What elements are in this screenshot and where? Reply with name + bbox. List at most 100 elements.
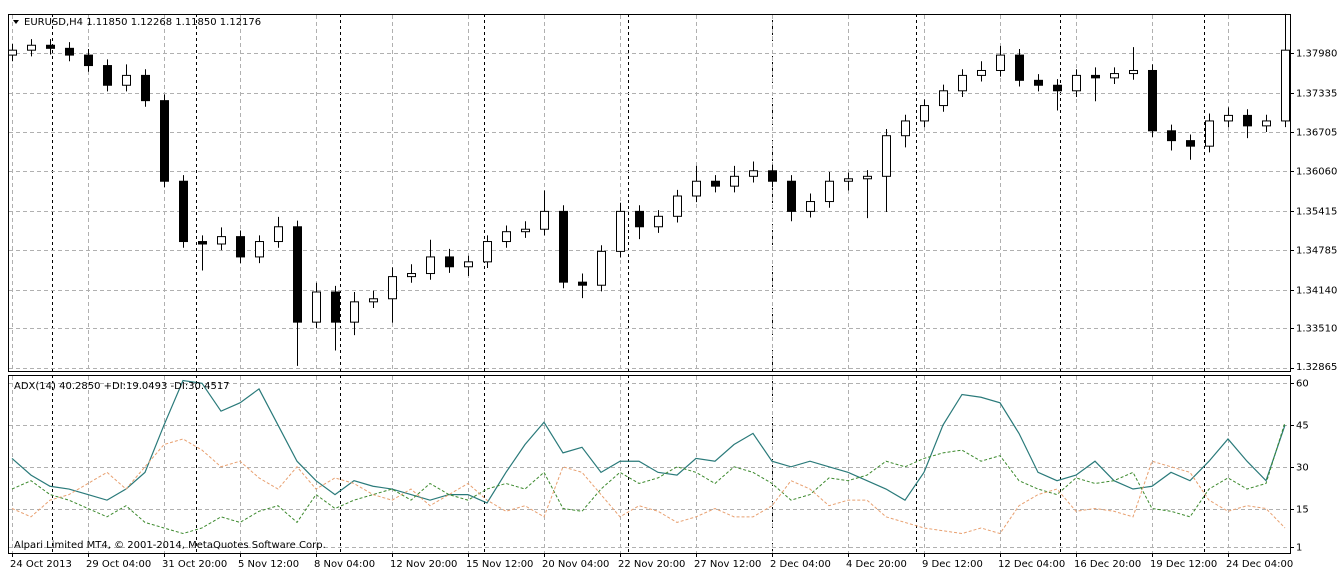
- candle-body: [1110, 73, 1119, 79]
- candle-body: [1243, 114, 1252, 127]
- candle-body: [331, 291, 340, 323]
- candle-body: [844, 178, 853, 182]
- candle-body: [103, 65, 112, 86]
- candle-body: [1281, 49, 1290, 122]
- candle-body: [1034, 79, 1043, 86]
- candle-body: [255, 241, 264, 258]
- candle-body: [521, 228, 530, 233]
- x-tick-label: 12 Nov 20:00: [390, 559, 457, 570]
- candle-body: [673, 195, 682, 217]
- indicator-line: [11, 379, 1286, 504]
- x-tick-label: 4 Dec 20:00: [846, 559, 907, 570]
- x-tick-label: 31 Oct 20:00: [162, 559, 227, 570]
- y-tick-label: 1.34140: [1296, 286, 1337, 297]
- x-tick-label: 22 Nov 20:00: [618, 559, 685, 570]
- candle-body: [141, 74, 150, 102]
- candle-body: [996, 54, 1005, 71]
- x-tick-label: 16 Dec 20:00: [1074, 559, 1141, 570]
- grid-layer: [9, 14, 1290, 553]
- candle-body: [312, 291, 321, 323]
- candle-body: [787, 180, 796, 212]
- y-tick-label: 1.34785: [1296, 246, 1337, 257]
- y-tick-label: 1: [1296, 543, 1302, 554]
- candle-body: [825, 180, 834, 203]
- candle-body: [1148, 69, 1157, 132]
- candle-body: [217, 236, 226, 245]
- candle-body: [369, 298, 378, 303]
- candle-body: [901, 120, 910, 137]
- x-tick-label: 29 Oct 04:00: [86, 559, 151, 570]
- candle-body: [1167, 130, 1176, 142]
- y-tick-label: 60: [1296, 379, 1309, 390]
- candle-body: [274, 226, 283, 243]
- candle-body: [1091, 74, 1100, 79]
- y-tick-label: 45: [1296, 421, 1309, 432]
- x-tick-label: 12 Dec 04:00: [998, 559, 1065, 570]
- indicator-title: ADX(14) 40.2850 +DI:19.0493 -DI:30.4517: [14, 381, 230, 392]
- indicator-line: [11, 438, 1286, 535]
- candle-body: [293, 226, 302, 323]
- price-title: EURUSD,H4 1.11850 1.12268 1.11850 1.1217…: [24, 17, 261, 28]
- candle-body: [198, 241, 207, 245]
- candle-body: [977, 69, 986, 76]
- candle-body: [1015, 54, 1024, 81]
- candle-body: [920, 105, 929, 122]
- x-tick-label: 19 Dec 12:00: [1150, 559, 1217, 570]
- candle-body: [483, 241, 492, 263]
- y-tick-label: 1.33510: [1296, 324, 1337, 335]
- candle-body: [1205, 120, 1214, 147]
- candle-body: [616, 210, 625, 252]
- candle-body: [388, 276, 397, 300]
- y-tick-label: 1.37335: [1296, 89, 1337, 100]
- candle-body: [464, 261, 473, 268]
- y-tick-label: 15: [1296, 505, 1309, 516]
- x-tick-label: 15 Nov 12:00: [466, 559, 533, 570]
- candle-body: [958, 74, 967, 92]
- indicator-line: [11, 422, 1286, 535]
- candle-body: [426, 256, 435, 275]
- x-tick-label: 20 Nov 04:00: [542, 559, 609, 570]
- candle-body: [939, 90, 948, 107]
- candle-body: [502, 231, 511, 243]
- y-tick-label: 1.36060: [1296, 167, 1337, 178]
- candle-body: [635, 210, 644, 228]
- price-panel: [8, 14, 1291, 372]
- candle-body: [84, 54, 93, 67]
- candle-body: [46, 44, 55, 49]
- x-tick-label: 24 Dec 04:00: [1226, 559, 1293, 570]
- candle-body: [654, 215, 663, 228]
- mark-layer: [8, 13, 1290, 535]
- candle-body: [749, 170, 758, 177]
- y-tick-label: 1.35415: [1296, 207, 1337, 218]
- x-tick-label: 5 Nov 12:00: [238, 559, 299, 570]
- y-tick-label: 1.37980: [1296, 49, 1337, 60]
- candle-body: [711, 180, 720, 187]
- candle-body: [540, 210, 549, 230]
- candle-body: [65, 47, 74, 56]
- symbol-menu-icon[interactable]: [13, 20, 19, 24]
- y-tick-label: 1.36705: [1296, 128, 1337, 139]
- candle-body: [445, 256, 454, 268]
- candle-body: [730, 175, 739, 187]
- y-tick-label: 1.32865: [1296, 362, 1337, 373]
- candle-body: [122, 74, 131, 86]
- candle-body: [1186, 140, 1195, 147]
- candle-body: [407, 273, 416, 278]
- y-tick-label: 30: [1296, 463, 1309, 474]
- candle-body: [597, 250, 606, 286]
- candle-body: [160, 100, 169, 182]
- candle-body: [1053, 84, 1062, 92]
- candle-body: [236, 236, 245, 258]
- candle-body: [559, 210, 568, 283]
- candle-body: [1224, 114, 1233, 122]
- watermark: Alpari Limited MT4, © 2001-2014, MetaQuo…: [14, 540, 326, 551]
- candle-body: [27, 44, 36, 51]
- x-tick-label: 8 Nov 04:00: [314, 559, 375, 570]
- candle-body: [768, 170, 777, 182]
- candle-body: [578, 281, 587, 286]
- x-tick-label: 2 Dec 04:00: [770, 559, 831, 570]
- candle-body: [1262, 120, 1271, 127]
- x-tick-label: 9 Dec 12:00: [922, 559, 983, 570]
- candle-body: [863, 175, 872, 180]
